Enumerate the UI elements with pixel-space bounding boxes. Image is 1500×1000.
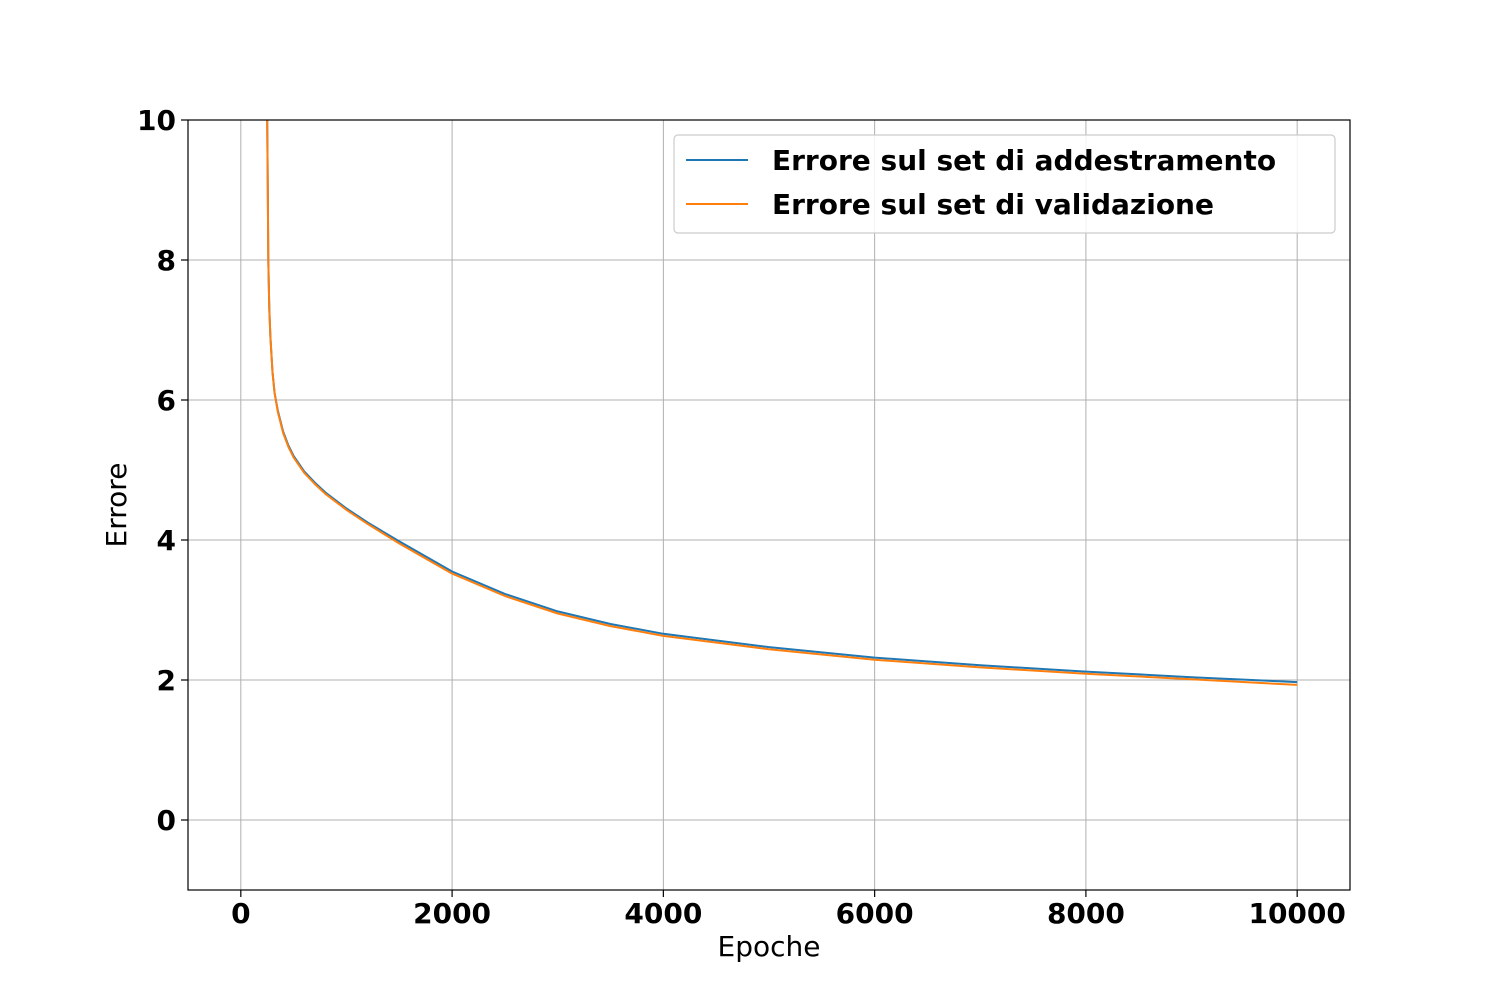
plot-frame: [187, 119, 1351, 891]
y-axis-ticks: 0 2 4 6 8 10: [137, 104, 188, 837]
legend-label-training: Errore sul set di addestramento: [772, 144, 1276, 177]
y-tick-label: 6: [157, 384, 176, 417]
y-tick-label: 10: [137, 104, 176, 137]
x-axis-label: Epoche: [718, 930, 821, 963]
y-axis-label: Errore: [100, 463, 133, 548]
series-line-validation: [266, 119, 1298, 686]
legend: Errore sul set di addestramento Errore s…: [673, 134, 1336, 234]
x-tick-label: 10000: [1248, 897, 1345, 930]
legend-box: [673, 134, 1336, 234]
x-tick-label: 6000: [836, 897, 914, 930]
y-tick-label: 0: [157, 804, 176, 837]
x-tick-label: 8000: [1047, 897, 1125, 930]
y-tick-label: 4: [157, 524, 176, 557]
legend-label-validation: Errore sul set di validazione: [772, 188, 1214, 221]
x-axis-ticks: 0 2000 4000 6000 8000 10000: [231, 890, 1346, 930]
x-tick-label: 2000: [413, 897, 491, 930]
plot-lines: [266, 119, 1298, 686]
grid: [188, 119, 1350, 890]
x-tick-label: 4000: [624, 897, 702, 930]
y-tick-label: 2: [157, 664, 176, 697]
y-tick-label: 8: [157, 244, 176, 277]
x-tick-label: 0: [231, 897, 250, 930]
